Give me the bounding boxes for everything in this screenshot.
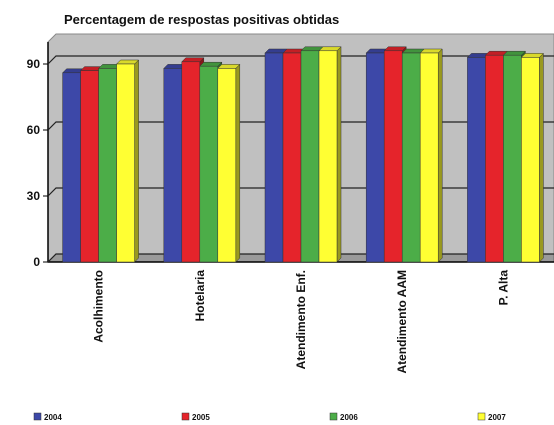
bar bbox=[300, 50, 320, 263]
bar bbox=[80, 70, 99, 263]
legend-swatch bbox=[477, 412, 486, 421]
legend-label: 2007 bbox=[488, 413, 506, 422]
bar-top bbox=[115, 59, 140, 65]
y-tick-label: 30 bbox=[27, 189, 41, 203]
bar bbox=[282, 52, 302, 263]
x-tick-label: P. Alta bbox=[496, 270, 510, 306]
legend-label: 2004 bbox=[44, 413, 62, 422]
bar bbox=[217, 68, 237, 263]
bar bbox=[365, 52, 385, 263]
bar-top bbox=[383, 46, 407, 52]
y-tick-label: 90 bbox=[27, 57, 41, 71]
bar bbox=[62, 72, 81, 263]
bar bbox=[199, 65, 219, 263]
x-tick-label: Atendimento Enf. bbox=[294, 270, 308, 369]
chart-title: Percentagem de respostas positivas obtid… bbox=[64, 12, 339, 27]
bar-side bbox=[134, 59, 139, 263]
x-tick-label: Atendimento AAM bbox=[395, 270, 409, 374]
legend-label: 2005 bbox=[192, 413, 210, 422]
bar bbox=[503, 54, 522, 263]
legend-swatch bbox=[329, 412, 338, 421]
bar bbox=[485, 54, 504, 263]
bar-top bbox=[502, 50, 527, 56]
bar bbox=[98, 68, 117, 263]
bar-top bbox=[318, 46, 342, 52]
legend-swatch bbox=[181, 412, 190, 421]
y-tick-label: 0 bbox=[33, 255, 40, 269]
x-tick-label: Hotelaria bbox=[193, 270, 207, 322]
bar bbox=[419, 52, 439, 263]
y-tick-label: 60 bbox=[27, 123, 41, 137]
legend-label: 2006 bbox=[340, 413, 358, 422]
bar-side bbox=[437, 48, 443, 263]
bar-top bbox=[419, 48, 443, 54]
bar bbox=[181, 61, 201, 263]
bar-top bbox=[217, 64, 241, 69]
bar bbox=[467, 57, 486, 263]
bar bbox=[264, 52, 284, 263]
bar bbox=[521, 57, 540, 263]
bar-top bbox=[199, 61, 223, 67]
bar-top bbox=[181, 57, 205, 63]
bar-side bbox=[539, 52, 544, 263]
bar bbox=[318, 50, 338, 263]
x-tick-label: Acolhimento bbox=[92, 270, 106, 343]
legend-swatch bbox=[33, 412, 42, 421]
bar bbox=[401, 52, 421, 263]
bar-side bbox=[336, 46, 342, 263]
bar-top bbox=[520, 53, 545, 58]
bar-side bbox=[235, 63, 241, 263]
bar bbox=[383, 50, 403, 263]
bar bbox=[116, 63, 135, 263]
bar bbox=[163, 68, 183, 263]
